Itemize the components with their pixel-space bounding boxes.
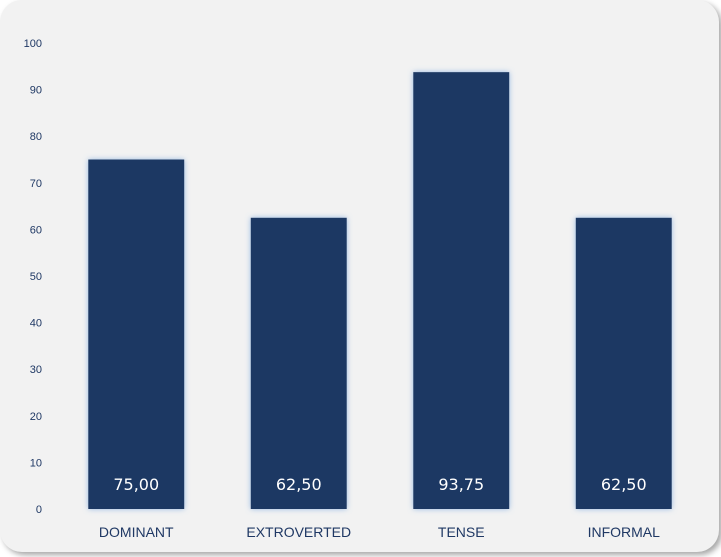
y-tick-label: 10: [30, 457, 42, 469]
y-axis: 0 10 20 30 40 50 60 70 80 90 100: [24, 38, 42, 516]
y-tick-label: 20: [30, 411, 42, 423]
x-axis: DOMINANT EXTROVERTED TENSE INFORMAL: [99, 524, 660, 540]
x-category-label: TENSE: [438, 524, 485, 540]
bar-dominant[interactable]: [88, 159, 185, 510]
y-tick-label: 30: [30, 364, 42, 376]
data-labels: 75,00 62,50 93,75 62,50: [113, 475, 646, 494]
bar-extroverted[interactable]: [250, 217, 347, 509]
data-label: 62,50: [276, 475, 322, 494]
y-tick-label: 0: [36, 504, 42, 516]
bar-informal[interactable]: [575, 217, 672, 509]
bars: [88, 72, 672, 509]
y-tick-label: 70: [30, 178, 42, 190]
y-tick-label: 80: [30, 131, 42, 143]
y-tick-label: 90: [30, 85, 42, 97]
data-label: 75,00: [113, 475, 159, 494]
y-tick-label: 60: [30, 224, 42, 236]
data-label: 62,50: [601, 475, 647, 494]
y-tick-label: 50: [30, 271, 42, 283]
x-category-label: INFORMAL: [588, 524, 661, 540]
bar-tense[interactable]: [413, 72, 510, 509]
data-label: 93,75: [438, 475, 484, 494]
y-tick-label: 40: [30, 318, 42, 330]
x-category-label: DOMINANT: [99, 524, 174, 540]
x-category-label: EXTROVERTED: [246, 524, 351, 540]
y-tick-label: 100: [24, 38, 42, 50]
